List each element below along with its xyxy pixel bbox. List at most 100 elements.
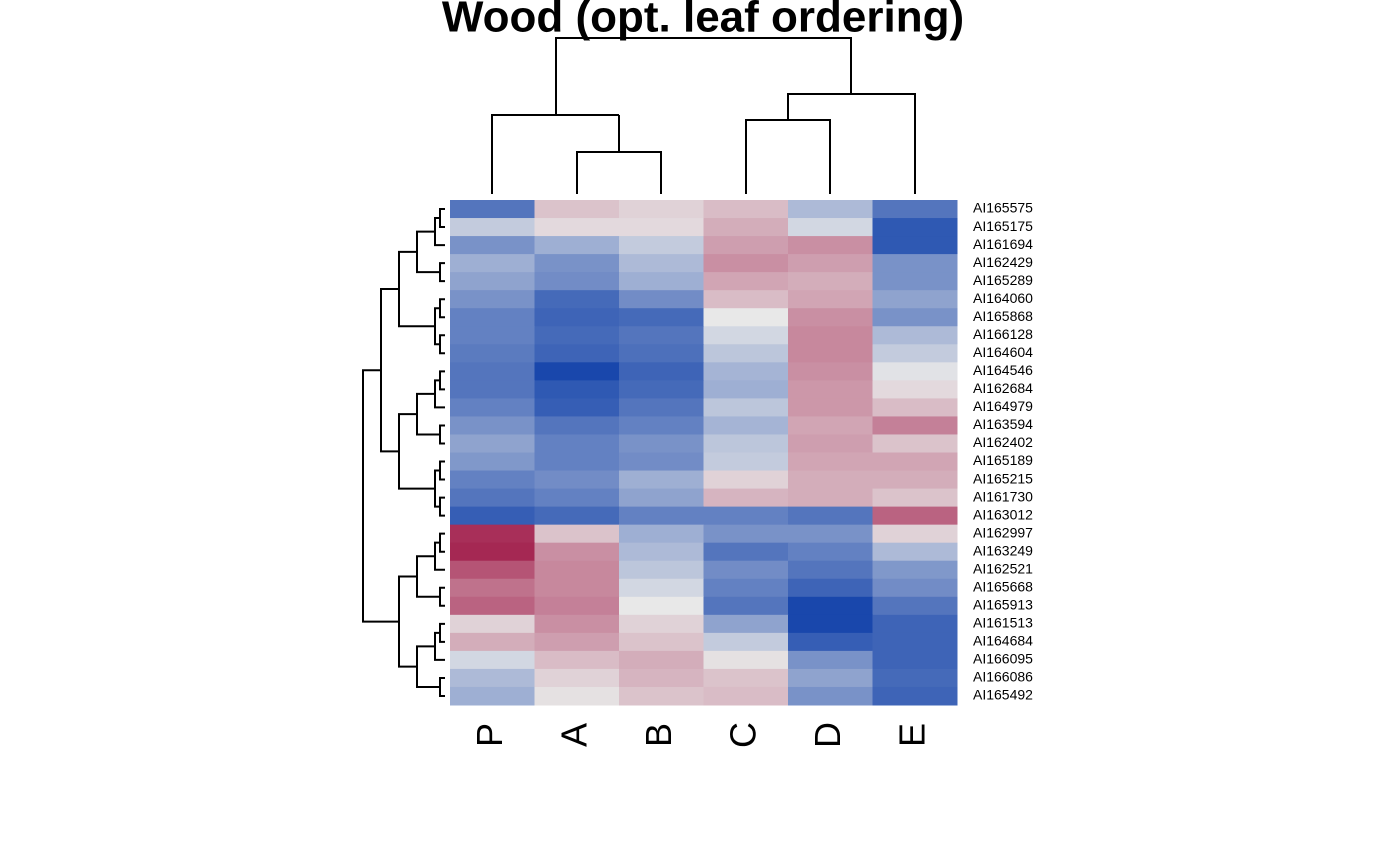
heatmap-cell bbox=[703, 434, 789, 453]
heatmap-cell bbox=[788, 488, 873, 508]
heatmap-cell bbox=[788, 614, 873, 634]
heatmap-cell bbox=[703, 326, 789, 345]
heatmap-cell bbox=[450, 524, 535, 544]
heatmap-cell bbox=[450, 416, 535, 435]
row-label: AI166128 bbox=[973, 326, 1033, 342]
heatmap-cell bbox=[703, 668, 789, 688]
row-label: AI162997 bbox=[973, 524, 1033, 540]
heatmap-cell bbox=[450, 650, 535, 670]
heatmap-cell bbox=[872, 668, 958, 688]
heatmap-cell bbox=[788, 272, 873, 291]
heatmap-cell bbox=[534, 218, 620, 237]
row-label: AI161513 bbox=[973, 615, 1033, 631]
heatmap-cell bbox=[872, 398, 958, 417]
heatmap-cell bbox=[450, 632, 535, 652]
heatmap-cell bbox=[534, 578, 620, 598]
heatmap-cell bbox=[788, 218, 873, 237]
heatmap-cell bbox=[872, 254, 958, 273]
heatmap-cell bbox=[619, 470, 704, 490]
heatmap-cell bbox=[450, 326, 535, 345]
heatmap-cell bbox=[788, 506, 873, 526]
heatmap-cell bbox=[872, 650, 958, 670]
row-label: AI166086 bbox=[973, 669, 1033, 685]
heatmap-cell bbox=[788, 686, 873, 706]
row-label: AI165189 bbox=[973, 452, 1033, 468]
heatmap-cell bbox=[450, 452, 535, 472]
row-label: AI165175 bbox=[973, 218, 1033, 234]
heatmap-cell bbox=[450, 308, 535, 327]
heatmap-cell bbox=[788, 434, 873, 453]
heatmap-cell bbox=[450, 560, 535, 580]
heatmap-cell bbox=[619, 200, 704, 219]
heatmap-cell bbox=[872, 578, 958, 598]
heatmap-cell bbox=[872, 488, 958, 508]
heatmap-cell bbox=[703, 272, 789, 291]
heatmap-cell bbox=[703, 254, 789, 273]
row-label: AI162684 bbox=[973, 380, 1033, 396]
heatmap-cell bbox=[788, 344, 873, 363]
row-label: AI163249 bbox=[973, 542, 1033, 558]
heatmap-cell bbox=[872, 290, 958, 309]
heatmap-cell bbox=[788, 668, 873, 688]
heatmap-cell bbox=[872, 326, 958, 345]
heatmap-cell bbox=[534, 506, 620, 526]
heatmap-cell bbox=[534, 308, 620, 327]
heatmap-cell bbox=[619, 236, 704, 255]
heatmap-cell bbox=[788, 650, 873, 670]
heatmap-cell bbox=[450, 290, 535, 309]
heatmap-cell bbox=[534, 632, 620, 652]
heatmap-cell bbox=[534, 326, 620, 345]
heatmap-cell bbox=[619, 686, 704, 706]
heatmap-cell bbox=[534, 614, 620, 634]
heatmap-cell bbox=[872, 308, 958, 327]
heatmap-cell bbox=[788, 254, 873, 273]
heatmap-cell bbox=[534, 452, 620, 472]
heatmap-cell bbox=[703, 236, 789, 255]
heatmap-cell bbox=[788, 596, 873, 616]
heatmap-cell bbox=[872, 506, 958, 526]
heatmap-cell bbox=[450, 254, 535, 273]
heatmap-cell bbox=[619, 596, 704, 616]
column-label: C bbox=[722, 722, 763, 748]
heatmap-cell bbox=[703, 308, 789, 327]
heatmap-cell bbox=[703, 596, 789, 616]
heatmap-cell bbox=[450, 200, 535, 219]
heatmap-cell bbox=[450, 614, 535, 634]
heatmap-cell bbox=[703, 686, 789, 706]
chart-title: Wood (opt. leaf ordering) bbox=[442, 0, 964, 42]
row-label: AI165668 bbox=[973, 578, 1033, 594]
heatmap-cell bbox=[450, 470, 535, 490]
heatmap-cell bbox=[450, 488, 535, 508]
heatmap-cell bbox=[450, 272, 535, 291]
heatmap-cell bbox=[534, 290, 620, 309]
heatmap-cell bbox=[788, 542, 873, 562]
heatmap-cell bbox=[872, 344, 958, 363]
heatmap-cell bbox=[619, 632, 704, 652]
heatmap-cell bbox=[619, 542, 704, 562]
heatmap-cell bbox=[703, 524, 789, 544]
heatmap-cell bbox=[788, 398, 873, 417]
heatmap-cell bbox=[619, 290, 704, 309]
heatmap-cell bbox=[703, 344, 789, 363]
heatmap-cell bbox=[872, 416, 958, 435]
heatmap-cell bbox=[788, 632, 873, 652]
heatmap-cell bbox=[534, 650, 620, 670]
row-label: AI166095 bbox=[973, 651, 1033, 667]
heatmap-cell bbox=[450, 218, 535, 237]
heatmap-cell bbox=[619, 362, 704, 381]
heatmap-cell bbox=[450, 578, 535, 598]
heatmap-cell bbox=[872, 362, 958, 381]
heatmap-cell bbox=[619, 452, 704, 472]
heatmap-cell bbox=[450, 686, 535, 706]
heatmap-cell bbox=[872, 596, 958, 616]
heatmap-cell bbox=[619, 506, 704, 526]
column-label: D bbox=[807, 722, 848, 748]
heatmap-cell bbox=[619, 272, 704, 291]
heatmap-cell bbox=[788, 362, 873, 381]
row-label: AI164684 bbox=[973, 633, 1033, 649]
heatmap-cell bbox=[788, 560, 873, 580]
heatmap-cell bbox=[872, 380, 958, 399]
row-label: AI163012 bbox=[973, 506, 1033, 522]
heatmap-cell bbox=[619, 254, 704, 273]
row-label: AI162521 bbox=[973, 560, 1033, 576]
